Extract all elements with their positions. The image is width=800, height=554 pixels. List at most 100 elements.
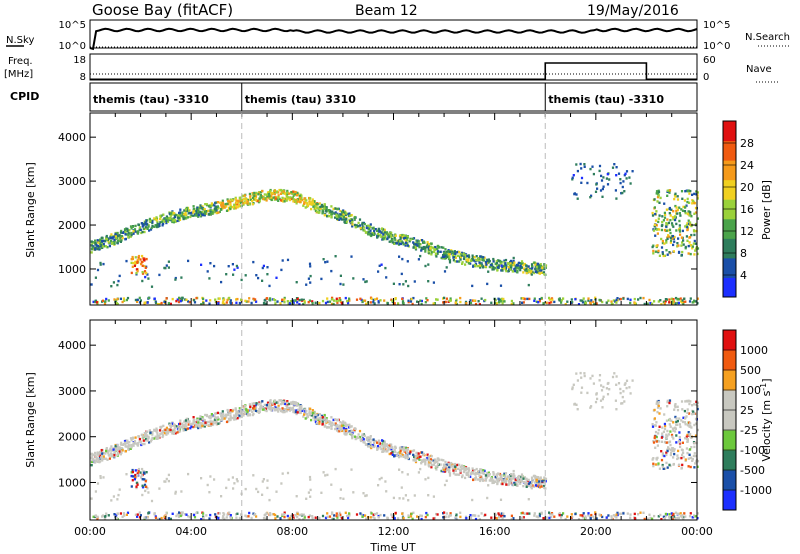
- velocity-cell: [501, 514, 504, 517]
- power-cell: [199, 204, 202, 207]
- power-cell: [474, 302, 478, 306]
- power-cell: [138, 301, 142, 304]
- velocity-cell: [272, 513, 275, 516]
- power-cell: [102, 262, 105, 266]
- velocity-cell: [294, 410, 297, 414]
- power-cell: [330, 302, 334, 306]
- velocity-cell: [560, 516, 563, 519]
- power-cell: [515, 266, 518, 269]
- velocity-cell: [693, 442, 696, 445]
- power-cell: [606, 173, 609, 176]
- velocity-cell: [275, 401, 278, 404]
- power-cell: [345, 217, 348, 221]
- power-cell: [496, 266, 499, 269]
- velocity-cell: [490, 477, 493, 480]
- velocity-cell: [138, 516, 142, 519]
- velocity-cell: [200, 518, 203, 521]
- power-cell: [104, 240, 107, 243]
- power-cell: [204, 203, 207, 206]
- power-cell: [187, 209, 190, 212]
- velocity-cell: [163, 515, 166, 518]
- velocity-cell: [689, 512, 692, 515]
- velocity-cell: [159, 432, 162, 436]
- velocity-cell: [451, 467, 454, 470]
- power-cell: [327, 209, 330, 212]
- velocity-cell: [514, 478, 517, 481]
- velocity-scatter: [90, 371, 700, 521]
- power-cell: [379, 233, 382, 236]
- velocity-cell: [129, 437, 133, 440]
- power-cell: [254, 196, 258, 199]
- power-cell: [382, 237, 385, 240]
- velocity-cell: [525, 482, 528, 486]
- velocity-cell: [303, 411, 306, 415]
- power-cell: [154, 224, 157, 227]
- power-cell: [231, 263, 234, 266]
- velocity-cell: [139, 440, 142, 443]
- power-cell: [211, 211, 214, 214]
- power-cell: [242, 203, 245, 206]
- velocity-cell: [521, 475, 524, 479]
- colorbar-swatch: [723, 179, 736, 200]
- power-cell: [512, 256, 515, 260]
- velocity-cell: [439, 463, 442, 466]
- power-cell: [262, 197, 265, 201]
- power-cell: [676, 212, 679, 215]
- power-cell: [277, 191, 280, 194]
- velocity-cell: [377, 447, 380, 450]
- velocity-cell: [513, 481, 516, 485]
- power-cell: [137, 254, 141, 258]
- velocity-cell: [182, 427, 185, 430]
- velocity-cell: [693, 412, 696, 415]
- velocity-cell: [412, 511, 415, 514]
- velocity-cell: [302, 513, 305, 516]
- power-cell: [664, 213, 667, 216]
- power-cell: [693, 201, 696, 205]
- power-cell: [413, 243, 416, 246]
- velocity-cell: [365, 443, 368, 446]
- velocity-cell: [589, 377, 592, 380]
- power-cell: [497, 297, 500, 300]
- velocity-cell: [105, 512, 108, 515]
- velocity-cell: [690, 446, 693, 449]
- velocity-cell: [141, 467, 144, 471]
- velocity-cell: [667, 441, 670, 444]
- power-cell: [220, 203, 223, 207]
- velocity-cell: [361, 515, 364, 518]
- velocity-cell: [492, 473, 495, 476]
- power-cell: [258, 200, 261, 203]
- velocity-cell: [471, 471, 474, 474]
- velocity-cell: [496, 475, 499, 478]
- power-cell: [646, 302, 649, 305]
- velocity-cell: [657, 440, 661, 443]
- power-cell: [673, 215, 676, 218]
- velocity-cell: [470, 471, 473, 475]
- power-cell: [458, 250, 461, 254]
- velocity-cell: [422, 458, 425, 461]
- power-cell: [209, 262, 212, 265]
- velocity-cell: [335, 512, 338, 515]
- velocity-cell: [668, 463, 671, 467]
- power-cell: [336, 301, 339, 304]
- velocity-cell: [677, 456, 680, 460]
- power-cell: [368, 232, 371, 236]
- power-cell: [141, 254, 144, 258]
- velocity-cell: [665, 441, 668, 444]
- power-cell: [443, 257, 446, 260]
- velocity-cell: [181, 422, 184, 425]
- power-cell: [653, 223, 656, 226]
- power-cell: [132, 261, 135, 265]
- velocity-cell: [478, 518, 481, 521]
- velocity-cell: [139, 514, 142, 517]
- power-cell: [469, 262, 472, 265]
- power-cell: [676, 208, 679, 212]
- velocity-cell: [575, 403, 578, 406]
- power-cell: [443, 296, 446, 300]
- velocity-cell: [427, 464, 430, 467]
- power-colorbar-label: Power [dB]: [760, 180, 773, 240]
- velocity-cell: [566, 515, 569, 518]
- velocity-cell: [673, 448, 676, 451]
- velocity-cell: [300, 513, 303, 516]
- velocity-cell: [231, 409, 234, 413]
- velocity-cell: [213, 415, 216, 418]
